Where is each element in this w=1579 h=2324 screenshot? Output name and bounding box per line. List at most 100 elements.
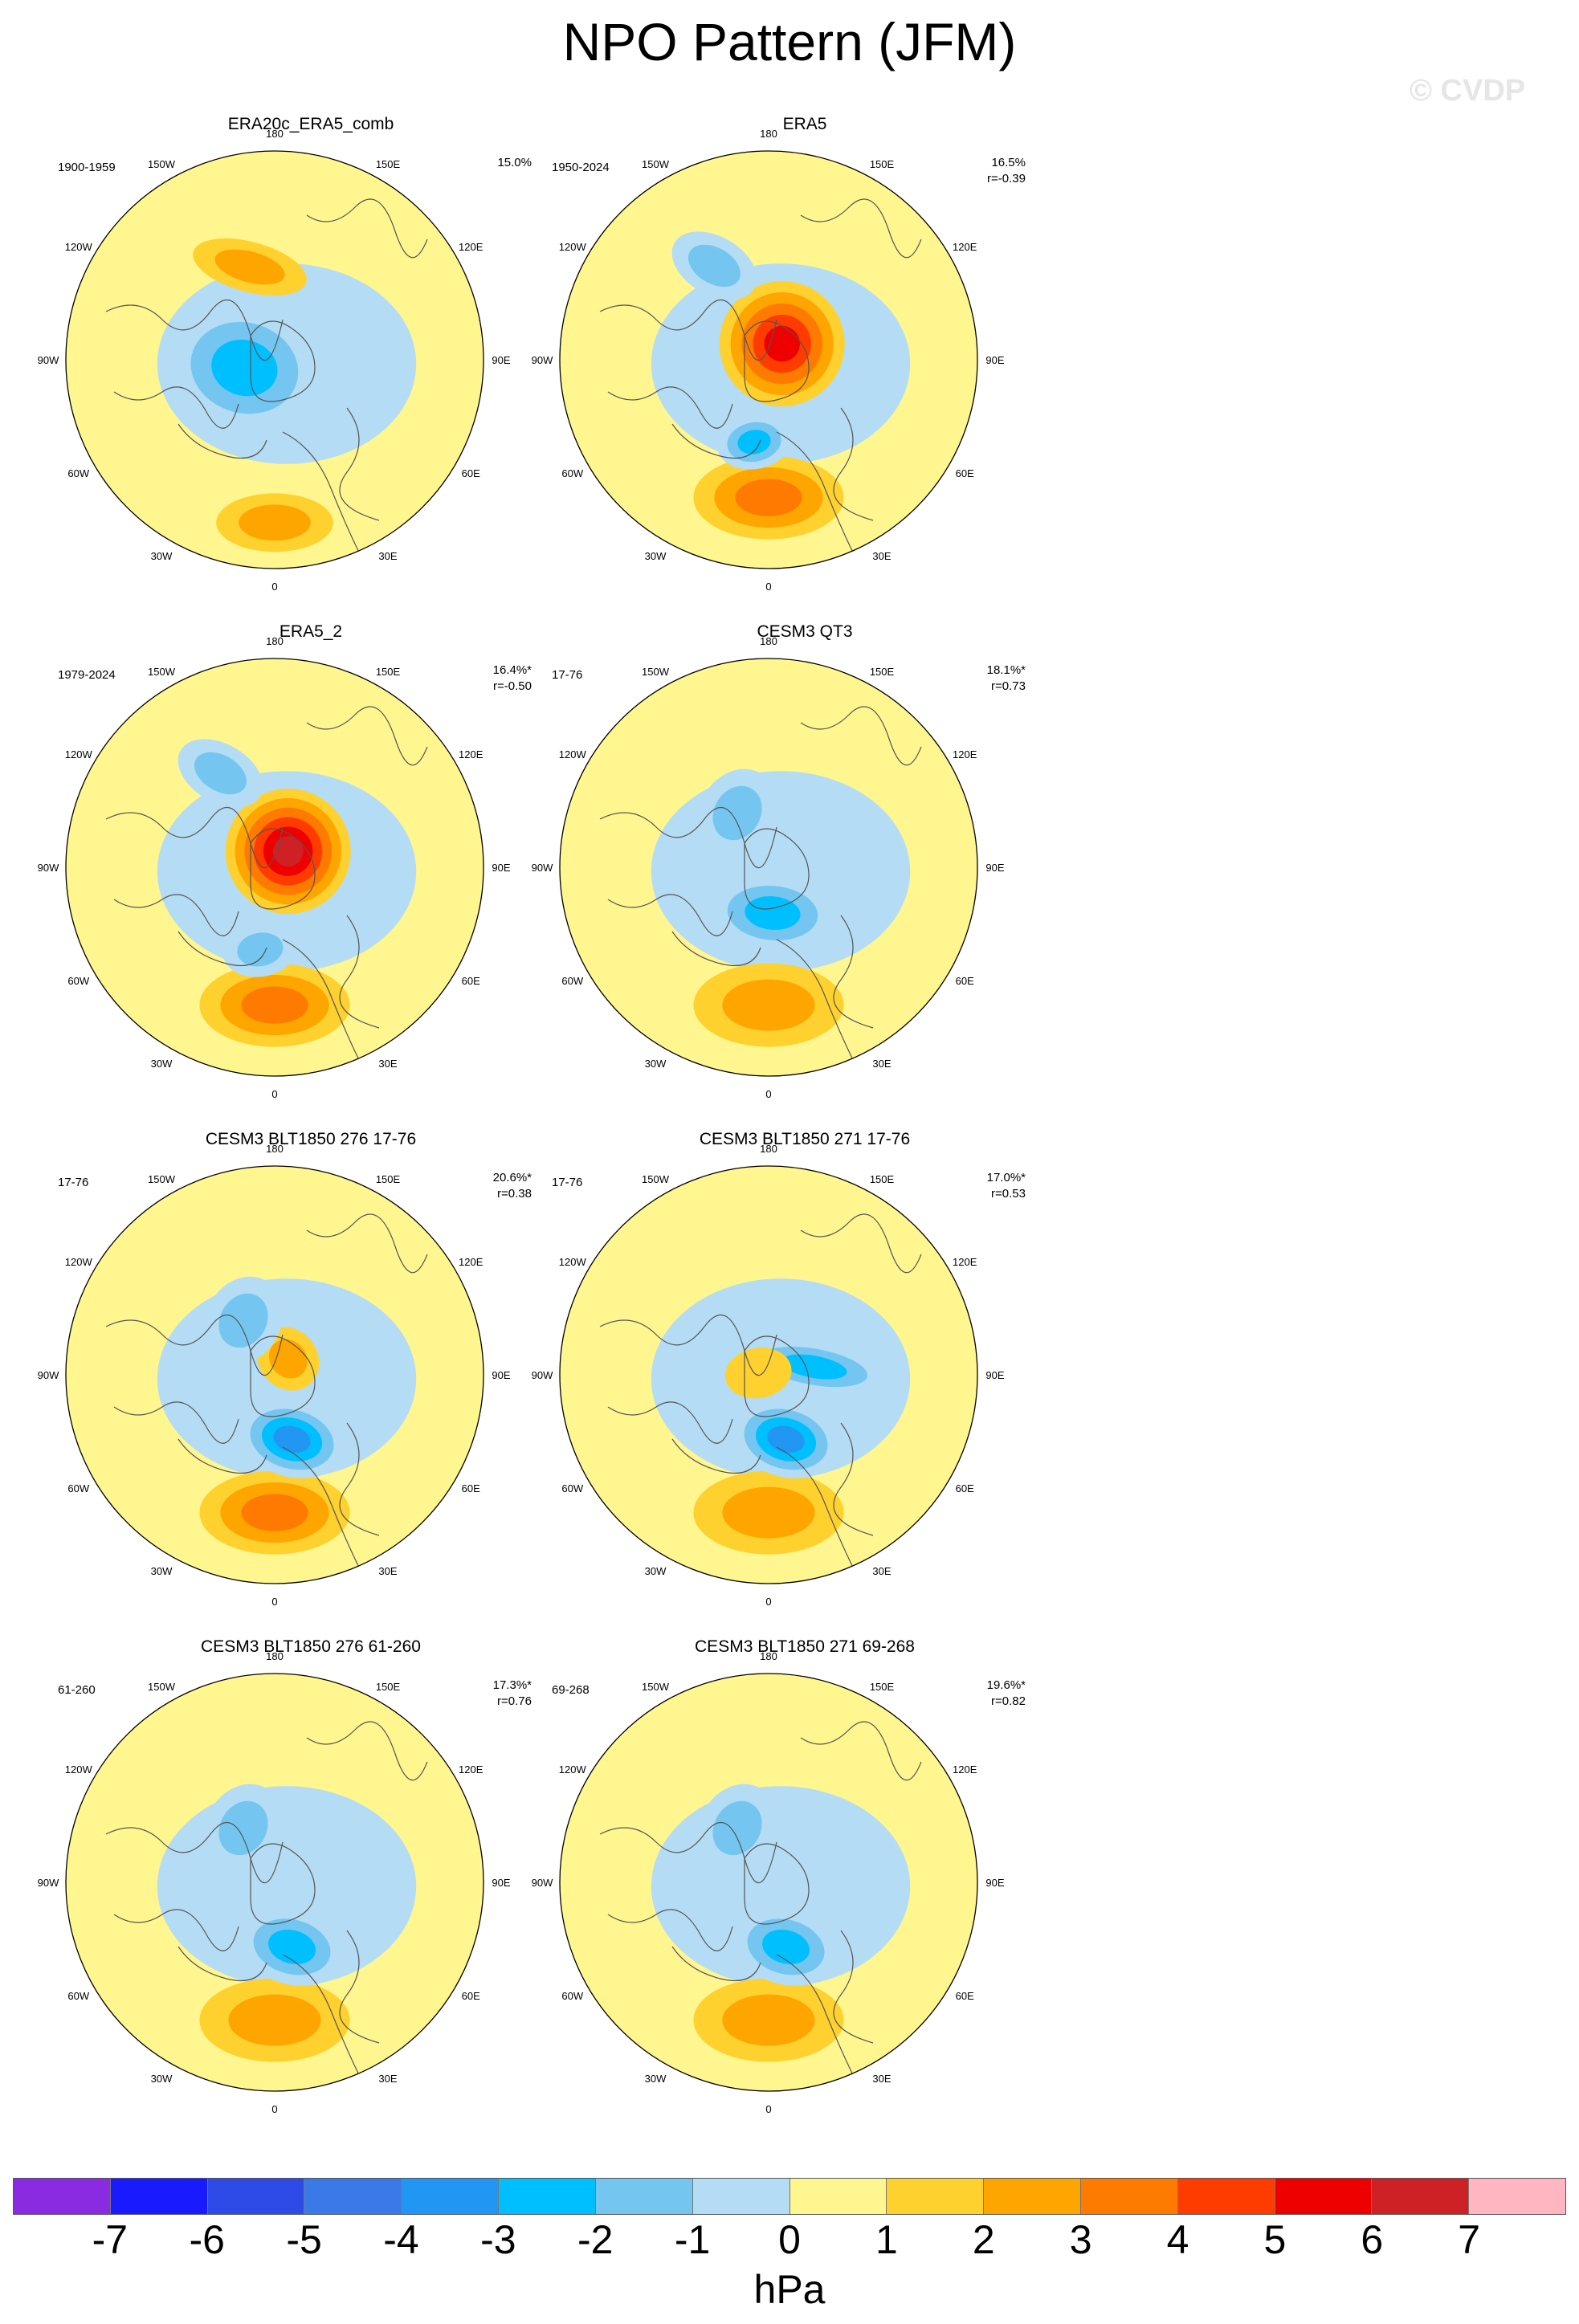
longitude-label: 180 [266,128,284,140]
panel-variance-pct: 15.0% [497,156,532,169]
colorbar-bin-12 [1177,2178,1275,2215]
panel-title: CESM3 BLT1850 276 61-260 [201,1637,421,1656]
longitude-label: 150W [642,158,670,170]
longitude-label: 150E [376,1681,401,1693]
coastline [671,1946,761,1982]
negative-anomaly-contour [687,244,741,287]
coastline [833,915,874,1029]
longitude-label: 150E [870,1173,895,1185]
map-field [66,1674,483,2091]
colorbar-tick-label: 1 [875,2217,898,2262]
longitude-label: 180 [266,1143,284,1155]
longitude-label: 180 [760,128,777,140]
map-boundary [65,1673,484,2092]
coastline [671,423,761,459]
coastline [744,828,810,910]
longitude-label: 150W [642,1681,670,1693]
map-field [66,1166,483,1584]
negative-anomaly-contour [737,430,771,455]
polar-map: 180 150E 120E 90E 60E 30E 0 30W 60W 90W 120W 150W [532,1650,1005,2115]
longitude-label: 90W [532,862,553,874]
map-panel: CESM3 BLT1850 271 17-76 17-76 17.0%* r=0.53… [528,1130,1317,1638]
longitude-label: 120E [953,748,977,760]
coastline [113,894,239,936]
longitude-label: 150W [148,1173,176,1185]
longitude-label: 30W [645,2073,667,2085]
map-field [560,151,977,569]
panel-title: CESM3 BLT1850 276 17-76 [205,1130,417,1148]
panel-years: 69-268 [552,1683,590,1697]
map-field [560,1166,977,1584]
panel-years: 17-76 [552,668,583,682]
longitude-label: 30E [872,550,891,562]
colorbar-bin-0 [13,2178,111,2215]
colorbar-bin-15 [1469,2178,1566,2215]
panel-years: 17-76 [552,1176,583,1189]
longitude-label: 30E [378,1058,397,1070]
coastline [744,1335,810,1417]
negative-anomaly-contour [762,1929,810,1964]
panel-stats: 16.4%* r=-0.50 [395,663,532,695]
longitude-label: 120W [65,1763,93,1776]
longitude-label: 120W [559,241,587,253]
panel-stats: 19.6%* r=0.82 [889,1678,1026,1710]
colorbar-bin-2 [207,2178,305,2215]
panel-title: CESM3 BLT1850 271 17-76 [699,1130,911,1148]
longitude-label: 90E [492,862,510,874]
longitude-label: 60W [67,1482,89,1494]
longitude-label: 30E [872,1058,891,1070]
longitude-label: 60W [67,467,89,479]
longitude-label: 150W [148,158,176,170]
coastline [177,1946,267,1982]
coastline [177,931,267,967]
longitude-label: 0 [765,1088,771,1100]
longitude-label: 180 [760,1650,777,1662]
panel-variance-pct: 18.1%* [986,663,1026,677]
map-panel: CESM3 BLT1850 276 17-76 17-76 20.6%* r=0.38… [34,1130,823,1638]
longitude-label: 150W [148,666,176,678]
colorbar-tick-label: -3 [480,2217,516,2262]
negative-anomaly-contour [781,1354,847,1380]
coastline [599,806,777,869]
longitude-label: 60E [956,975,974,987]
longitude-label: 150E [870,1681,895,1693]
map-boundary [559,1165,978,1584]
longitude-label: 90E [985,862,1004,874]
panel-title: CESM3 QT3 [757,622,853,641]
panel-pattern-correlation: r=0.73 [991,679,1026,693]
map-boundary [65,1165,484,1584]
longitude-label: 60E [956,1482,974,1494]
negative-anomaly-contour [712,785,762,841]
negative-anomaly-contour [273,1425,311,1454]
panel-pattern-correlation: r=0.53 [991,1187,1026,1201]
coastline [776,431,858,561]
positive-anomaly-contour [272,836,304,866]
negative-anomaly-contour [237,932,284,967]
colorbar-bin-3 [304,2178,402,2215]
map-panel: ERA5_2 1979-2024 16.4%* r=-0.50 180 150E 120E 9… [34,622,823,1131]
longitude-label: 120W [65,1256,93,1268]
longitude-label: 120E [953,241,977,253]
longitude-label: 0 [271,1596,277,1608]
panel-pattern-correlation: r=0.76 [497,1694,532,1708]
colorbar-tick-label: -7 [92,2217,129,2262]
longitude-label: 0 [765,2103,771,2115]
longitude-label: 90E [985,354,1004,366]
figure-title: NPO Pattern (JFM) [562,12,1017,71]
coastline [177,1438,267,1474]
colorbar-bin-8 [790,2178,887,2215]
negative-anomaly-contour [194,752,247,795]
positive-anomaly-contour [268,1339,308,1379]
longitude-label: 30E [378,1565,397,1577]
coastline [776,1446,858,1576]
longitude-label: 90E [492,354,510,366]
coastline [339,407,380,521]
longitude-label: 90W [38,862,59,874]
longitude-label: 30E [872,1565,891,1577]
coastline [800,1213,922,1274]
longitude-label: 150E [870,666,895,678]
panel-title: CESM3 BLT1850 271 69-268 [695,1637,915,1656]
positive-anomaly-contour [735,479,802,516]
longitude-label: 0 [271,2103,277,2115]
panel-variance-pct: 17.0%* [986,1171,1026,1184]
